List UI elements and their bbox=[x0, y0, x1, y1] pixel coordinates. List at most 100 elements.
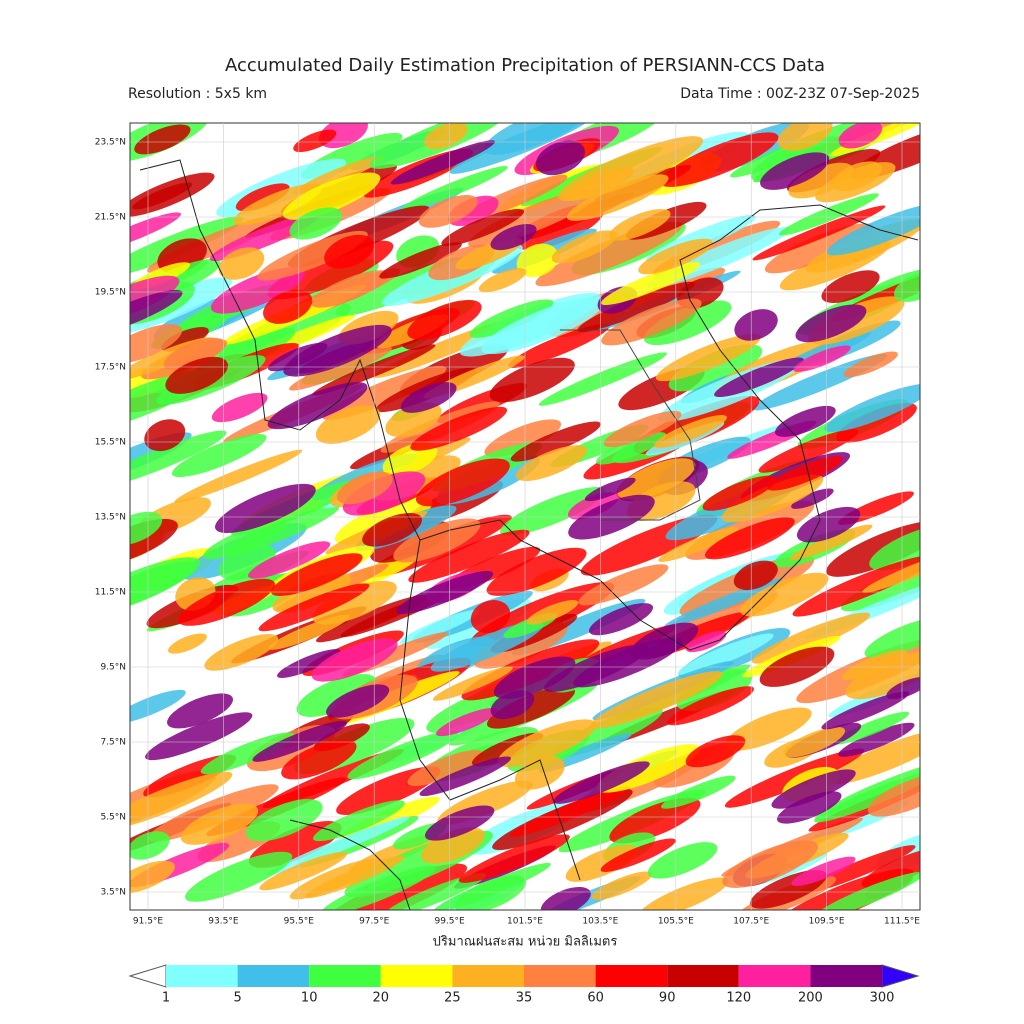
rain-area bbox=[677, 633, 774, 675]
rain-area bbox=[603, 410, 682, 448]
rain-area bbox=[653, 415, 727, 448]
rain-area bbox=[245, 799, 323, 842]
colorbar-bin bbox=[595, 965, 668, 987]
rain-area bbox=[685, 631, 727, 653]
rain-area bbox=[390, 140, 496, 185]
rain-area bbox=[516, 243, 559, 278]
rain-area bbox=[638, 238, 713, 275]
rain-area bbox=[771, 769, 856, 809]
rain-area bbox=[578, 564, 669, 606]
colorbar-under bbox=[128, 964, 167, 988]
rain-area bbox=[788, 162, 854, 199]
colorbar-tick: 60 bbox=[587, 991, 604, 1006]
rain-area bbox=[869, 523, 920, 571]
lat-label: 3.5°N bbox=[100, 888, 126, 898]
rain-area bbox=[268, 614, 350, 650]
rain-area bbox=[733, 560, 778, 591]
lon-label: 99.5°E bbox=[434, 917, 465, 927]
lat-label: 13.5°N bbox=[95, 513, 126, 523]
rain-area bbox=[760, 152, 830, 190]
rain-area bbox=[861, 846, 920, 888]
rain-area bbox=[661, 775, 736, 809]
rain-area bbox=[130, 561, 197, 613]
rain-area bbox=[167, 633, 207, 654]
rain-area bbox=[130, 689, 186, 724]
resolution: Resolution : 5x5 km bbox=[128, 86, 267, 102]
rain-area bbox=[200, 732, 295, 775]
rain-area bbox=[722, 840, 819, 888]
rain-area bbox=[130, 860, 175, 894]
rain-area bbox=[565, 844, 639, 882]
rain-area bbox=[577, 281, 695, 332]
rain-area bbox=[233, 183, 323, 226]
rain-area bbox=[385, 402, 442, 438]
rain-area bbox=[415, 458, 510, 507]
lat-label: 9.5°N bbox=[100, 663, 126, 673]
rain-area bbox=[821, 691, 910, 730]
rain-area bbox=[767, 456, 843, 491]
rain-area bbox=[840, 550, 920, 612]
rain-area bbox=[867, 773, 920, 817]
rain-area bbox=[676, 669, 753, 711]
colorbar-bin bbox=[524, 965, 596, 987]
rain-area bbox=[399, 609, 480, 644]
rain-area bbox=[145, 712, 253, 761]
rain-area bbox=[791, 856, 856, 886]
rain-area bbox=[289, 207, 343, 240]
rain-area bbox=[144, 419, 186, 452]
rain-area bbox=[538, 352, 667, 406]
colorbar-label: ปริมาณฝนสะสม หน่วย มิลลิเมตร bbox=[433, 935, 618, 950]
rain-area bbox=[407, 299, 482, 340]
rain-area bbox=[824, 383, 920, 433]
lat-label: 17.5°N bbox=[95, 363, 126, 373]
rain-area bbox=[864, 617, 920, 659]
rain-area bbox=[655, 333, 761, 382]
rain-area bbox=[130, 430, 227, 489]
data-time: Data Time : 00Z-23Z 07-Sep-2025 bbox=[680, 86, 920, 102]
colorbar-tick: 300 bbox=[870, 991, 895, 1006]
lat-label: 21.5°N bbox=[95, 213, 126, 223]
lat-label: 7.5°N bbox=[100, 738, 126, 748]
rain-area bbox=[724, 707, 812, 751]
colorbar-tick: 1 bbox=[162, 991, 170, 1006]
rain-area bbox=[862, 548, 920, 593]
rain-area bbox=[791, 488, 834, 509]
rain-area bbox=[218, 247, 265, 280]
lon-label: 91.5°E bbox=[133, 917, 164, 927]
rain-area bbox=[821, 270, 880, 304]
rain-area bbox=[324, 234, 374, 269]
rain-area bbox=[714, 357, 804, 398]
rain-area bbox=[161, 327, 209, 352]
rain-area bbox=[211, 392, 268, 423]
rain-area bbox=[508, 323, 610, 368]
rain-area bbox=[379, 242, 462, 279]
rain-area bbox=[204, 634, 279, 671]
rain-area bbox=[271, 553, 363, 596]
rain-area bbox=[289, 346, 392, 391]
rain-area bbox=[478, 268, 527, 293]
rain-area bbox=[266, 816, 410, 876]
rain-area bbox=[752, 205, 886, 261]
lat-label: 11.5°N bbox=[95, 588, 126, 598]
lon-label: 111.5°E bbox=[884, 917, 920, 927]
rain-area bbox=[282, 172, 381, 220]
rain-area bbox=[826, 730, 920, 785]
rain-area bbox=[320, 865, 436, 910]
rain-area bbox=[705, 517, 795, 560]
lon-label: 101.5°E bbox=[507, 917, 543, 927]
rain-area bbox=[130, 511, 163, 546]
rain-area bbox=[793, 345, 851, 372]
lon-label: 97.5°E bbox=[359, 917, 390, 927]
rain-area bbox=[568, 492, 619, 520]
rain-area bbox=[277, 649, 341, 678]
rain-area bbox=[130, 324, 183, 364]
colorbar-tick: 35 bbox=[516, 991, 533, 1006]
colorbar-tick: 120 bbox=[726, 991, 751, 1006]
rain-area bbox=[584, 477, 636, 502]
rain-area bbox=[221, 505, 340, 557]
rain-area bbox=[311, 638, 398, 682]
rain-area bbox=[489, 357, 575, 403]
rain-area bbox=[313, 800, 405, 842]
rain-area bbox=[481, 297, 605, 355]
rain-area bbox=[407, 750, 484, 787]
